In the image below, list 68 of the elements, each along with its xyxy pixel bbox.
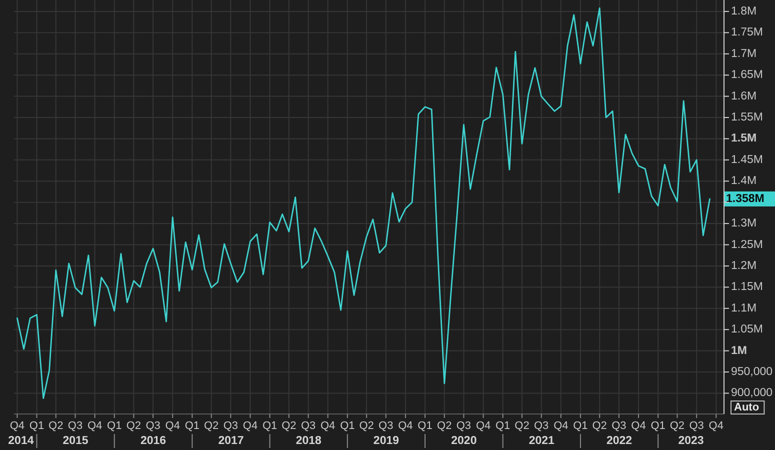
y-tick-label: 1.6M (731, 90, 757, 102)
x-tick-label: Q4 (554, 420, 568, 432)
x-tick-label: Q3 (300, 420, 316, 432)
x-tick-label: Q2 (204, 420, 219, 432)
x-tick-label: Q1 (29, 420, 44, 432)
y-tick-label: 1.8M (731, 5, 757, 18)
data-label: 1.358M (726, 192, 764, 205)
x-tick-label: Q3 (456, 420, 472, 432)
y-tick-label: 1.25M (731, 238, 763, 251)
x-tick-label: Q3 (534, 420, 549, 432)
x-tick-label: Q1 (418, 420, 432, 432)
x-tick-label: Q1 (340, 420, 355, 432)
y-tick-label: 950,000 (731, 366, 773, 378)
auto-button: Auto (730, 400, 765, 414)
y-tick-label: 1.75M (731, 26, 763, 39)
x-tick-label: Q4 (165, 420, 180, 432)
y-tick-label: 1.45M (731, 154, 763, 166)
text: 2016 (140, 435, 166, 447)
x-tick-label: Q1 (573, 420, 588, 432)
x-tick-label: Q4 (631, 420, 646, 432)
x-tick-label: Q3 (612, 420, 626, 432)
text: 2022 (606, 435, 632, 447)
y-tick-label: 1M (731, 344, 747, 357)
text: 2014 (8, 435, 34, 447)
y-tick-label: 1.55M (731, 112, 763, 124)
y-tick-label: 1.2M (731, 260, 757, 272)
x-tick-label: Q4 (242, 420, 258, 432)
y-tick-label: 1.7M (731, 48, 757, 60)
x-tick-label: Q3 (378, 420, 394, 432)
x-tick-label: Q2 (126, 420, 142, 432)
x-tick-label: Q2 (282, 420, 296, 432)
x-tick-label: Q3 (223, 420, 238, 432)
x-tick-label: Q1 (262, 420, 278, 432)
text: 2017 (218, 435, 244, 447)
text: 2015 (62, 435, 89, 447)
x-tick-label: Q3 (689, 420, 704, 432)
x-tick-label: Q4 (708, 420, 724, 432)
y-tick-label: 1.15M (731, 281, 763, 294)
y-tick-label: 1.1M (731, 302, 757, 314)
text: 2018 (296, 435, 322, 447)
text: 2019 (373, 435, 400, 447)
x-tick-label: Q4 (398, 420, 413, 432)
x-tick-label: Q2 (514, 420, 530, 432)
x-tick-label: Q1 (496, 420, 510, 432)
y-tick-label: 1.5M (731, 132, 757, 145)
x-tick-label: Q3 (146, 420, 160, 432)
x-tick-label: Q4 (476, 420, 491, 432)
line-series (16, 7, 710, 400)
x-tick-label: Q2 (592, 420, 607, 432)
x-tick-label: Q1 (107, 420, 122, 432)
text: 2023 (678, 435, 704, 447)
y-tick-label: 1.4M (731, 175, 757, 188)
x-tick-label: Q4 (87, 420, 102, 432)
y-tick-label: 900,000 (731, 387, 773, 400)
text: 2021 (528, 435, 556, 447)
y-tick-label: 1.05M (731, 324, 763, 336)
y-tick-label: 1.65M (731, 69, 763, 82)
x-tick-label: Q1 (184, 420, 200, 432)
x-tick-label: Q4 (10, 420, 25, 432)
x-tick-label: Q4 (320, 420, 336, 432)
x-tick-label: Q1 (650, 420, 666, 432)
text: 2020 (451, 435, 477, 447)
x-tick-label: Q2 (670, 420, 685, 432)
x-tick-label: Q2 (359, 420, 374, 432)
y-tick-label: 1.3M (731, 218, 757, 230)
x-tick-label: Q3 (68, 420, 83, 432)
x-tick-label: Q2 (48, 420, 64, 432)
x-tick-label: Q2 (437, 420, 452, 432)
